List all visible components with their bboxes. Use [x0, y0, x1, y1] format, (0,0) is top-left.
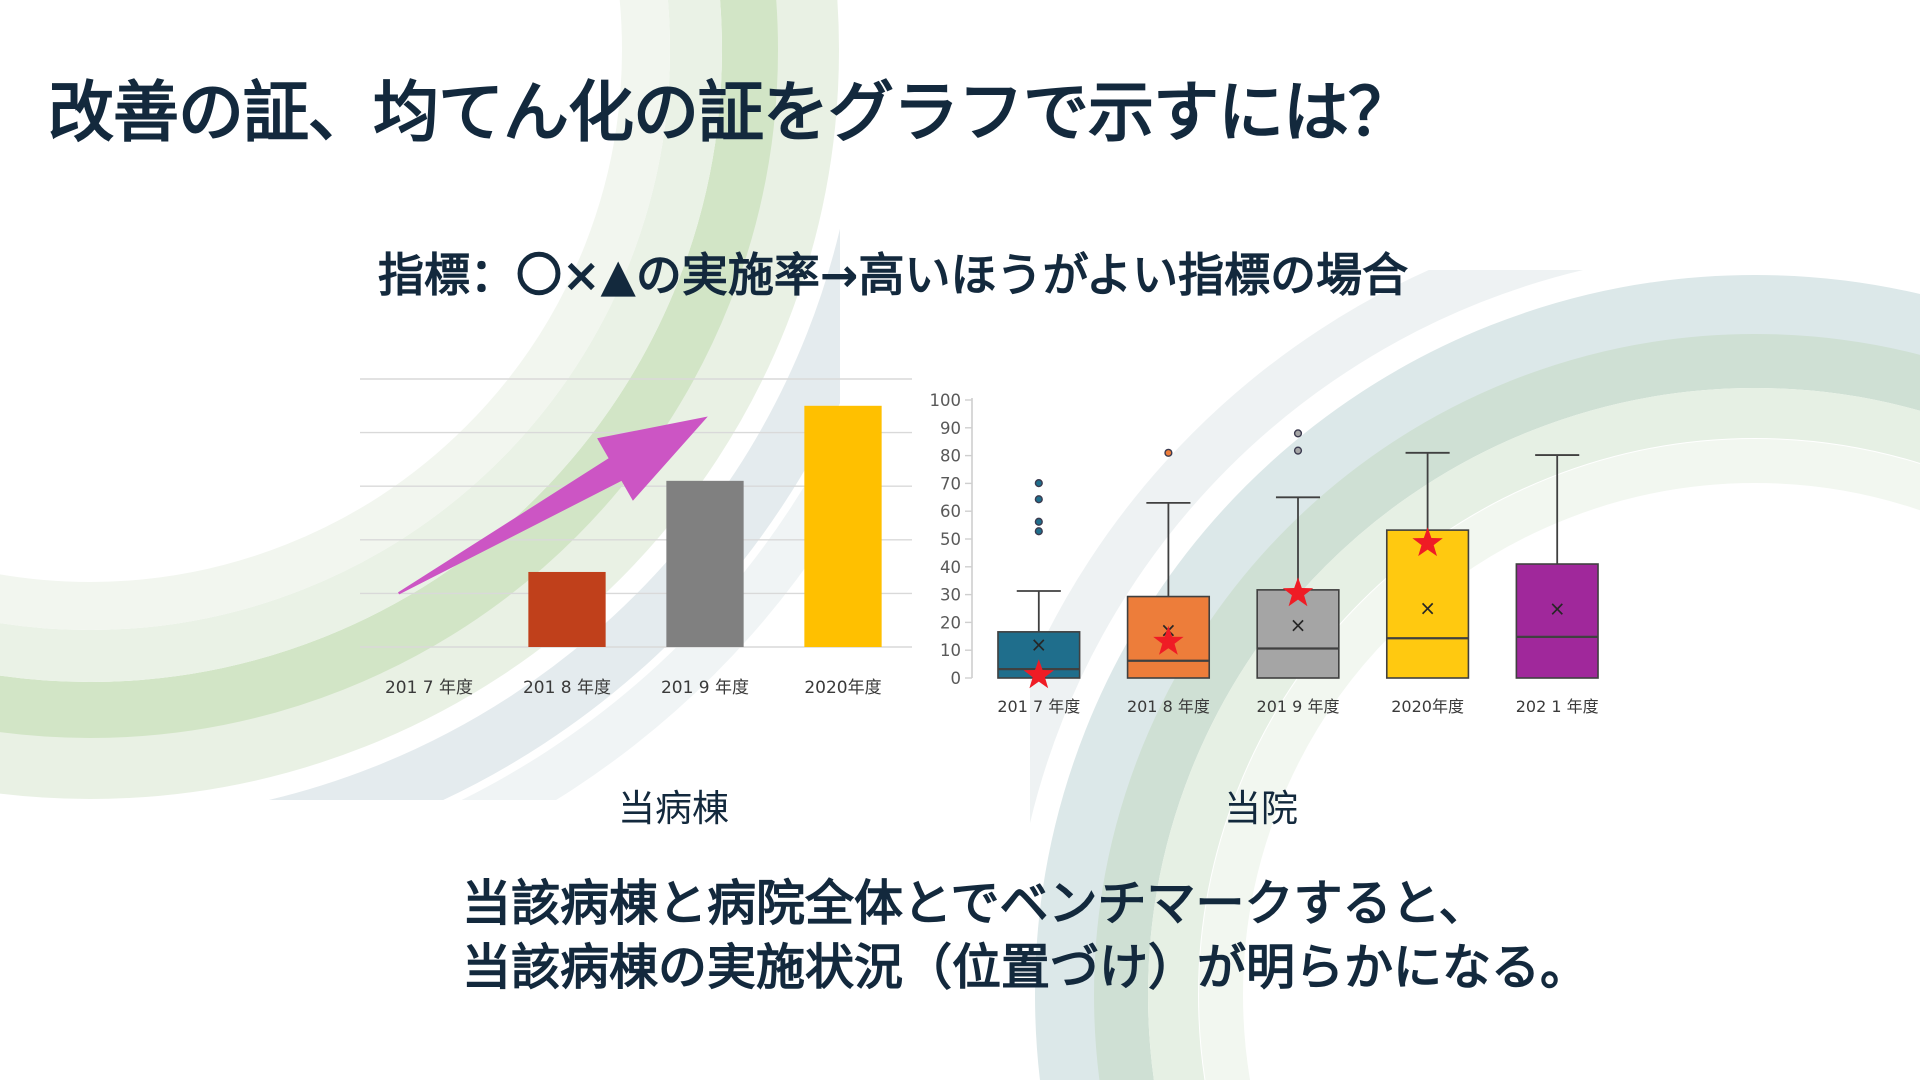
mean-marker-x-icon: ×: [1549, 597, 1566, 621]
page-title: 改善の証、均てん化の証をグラフで示すには？: [48, 74, 1414, 151]
boxplot-xaxis-label: 201 9 年度: [1257, 697, 1340, 716]
yaxis-tick-label: 40: [940, 558, 961, 577]
boxplot-group-2020年度: ×: [1385, 451, 1470, 679]
boxplot-xaxis-label: 201 8 年度: [1127, 697, 1210, 716]
outlier-dot: [1034, 527, 1043, 536]
box-rect: [1515, 563, 1599, 679]
boxplot-chart-hospital: 0 10 20 30 40 50 60 70 80 90 100 × 201 7 年度 × 201 8 年度…: [930, 391, 1599, 716]
outlier-dot: [1293, 429, 1303, 438]
yaxis-tick-label: 50: [940, 530, 961, 549]
yaxis-tick-label: 30: [940, 586, 961, 605]
right-chart-caption: 当院: [1224, 787, 1298, 830]
benchmark-star-icon: [1282, 577, 1314, 607]
mean-marker-x-icon: ×: [1030, 633, 1047, 657]
bottom-note-line-2: 当該病棟の実施状況（位置づけ）が明らかになる。: [462, 938, 1590, 996]
boxplot-group-2017年度: ×: [997, 479, 1081, 689]
outlier-dot: [1034, 517, 1043, 526]
benchmark-star-icon: [1412, 527, 1443, 557]
yaxis-tick-label: 10: [940, 641, 961, 660]
mean-marker-x-icon: ×: [1419, 596, 1436, 620]
boxplot-group-2018年度: ×: [1126, 448, 1211, 679]
benchmark-star-icon: [1153, 625, 1184, 655]
outlier-dot: [1293, 446, 1303, 455]
boxplot-xaxis-label: 201 7 年度: [997, 697, 1080, 716]
box-rect: [1256, 589, 1340, 679]
mean-marker-x-icon: ×: [1290, 613, 1307, 637]
yaxis-tick-label: 100: [930, 391, 961, 410]
bar-2018: [528, 571, 606, 647]
boxplot-group-2021年度: ×: [1515, 454, 1599, 679]
boxplot-xaxis-label: 202 1 年度: [1516, 697, 1599, 716]
boxplot-xaxis-label: 2020年度: [1391, 697, 1464, 716]
benchmark-star-icon: [1023, 659, 1054, 689]
bar-xaxis-label: 201 8 年度: [523, 678, 611, 698]
yaxis-tick-label: 0: [951, 669, 962, 688]
bar-2020: [804, 405, 882, 647]
box-rect: [1385, 529, 1470, 679]
bar-xaxis-label: 201 9 年度: [661, 678, 749, 698]
yaxis-tick-label: 80: [940, 447, 961, 466]
bottom-note: 当該病棟と病院全体とでベンチマークすると、 当該病棟の実施状況（位置づけ）が明ら…: [462, 872, 1589, 999]
page-subtitle: 指標：〇×▲の実施率→高いほうがよい指標の場合: [378, 248, 1409, 302]
outlier-dot: [1034, 495, 1043, 504]
upward-trend-arrow-icon: [398, 416, 708, 595]
left-chart-caption: 当病棟: [618, 787, 729, 830]
yaxis-tick-label: 90: [940, 419, 961, 438]
bar-xaxis-label: 201 7 年度: [385, 678, 473, 698]
outlier-dot: [1164, 448, 1173, 457]
yaxis-tick-label: 60: [940, 502, 961, 521]
bar-chart-ward: 201 7 年度 201 8 年度 201 9 年度 2020年度: [360, 378, 912, 698]
yaxis-tick-label: 70: [940, 474, 961, 493]
yaxis-tick-label: 20: [940, 613, 961, 632]
bar-2019: [666, 480, 744, 647]
bar-xaxis-label: 2020年度: [804, 678, 881, 698]
outlier-dot: [1034, 479, 1043, 488]
boxplot-group-2019年度: ×: [1256, 429, 1340, 679]
bottom-note-line-1: 当該病棟と病院全体とでベンチマークすると、: [462, 875, 1488, 932]
